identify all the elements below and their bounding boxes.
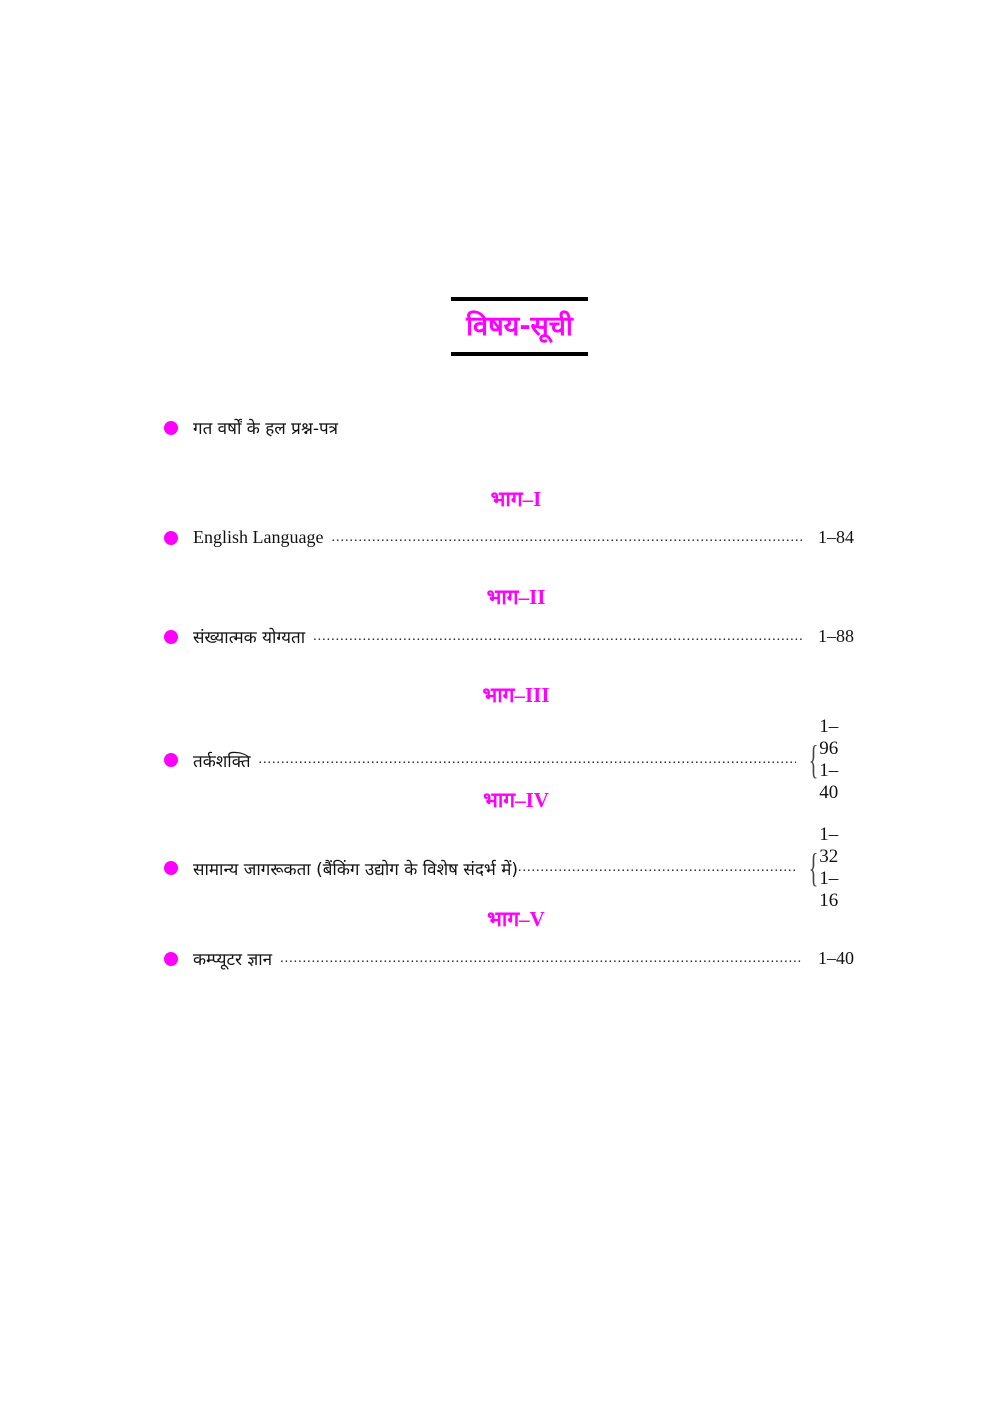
entry-label: संख्यात्मक योग्यता	[193, 628, 306, 648]
page-range: 1–16	[819, 868, 839, 911]
leader-dots	[331, 530, 802, 546]
page-title: विषय-सूची	[466, 311, 573, 342]
toc-entry[interactable]: सामान्य जागरूकता (बैंकिंग उद्योग के विशे…	[164, 824, 854, 912]
bullet-icon	[164, 530, 178, 545]
page-range: 1–32	[819, 824, 839, 867]
part-heading-2: भाग–II	[486, 585, 546, 609]
intro-item: गत वर्षों के हल प्रश्न-पत्र	[164, 416, 854, 439]
page-range: 1–40	[819, 760, 839, 803]
part-heading-4: भाग–IV	[483, 788, 549, 812]
entry-label: कम्प्यूटर ज्ञान	[193, 950, 273, 970]
page-range: 1–88	[818, 626, 854, 646]
leader-dots	[280, 951, 802, 967]
brace-icon: {	[808, 737, 819, 782]
entry-label: सामान्य जागरूकता (बैंकिंग उद्योग के विशे…	[193, 859, 519, 880]
entry-label: English Language	[193, 527, 324, 547]
entry-label: तर्कशक्ति	[193, 751, 251, 772]
part-heading-5: भाग–V	[487, 907, 545, 931]
page-range: 1–84	[818, 527, 854, 547]
leader-dots	[259, 752, 796, 768]
intro-label: गत वर्षों के हल प्रश्न-पत्र	[193, 419, 339, 439]
bullet-icon	[164, 861, 178, 875]
page-range: 1–40	[818, 948, 854, 968]
bullet-icon	[164, 420, 178, 435]
brace-icon: {	[808, 845, 819, 890]
bullet-icon	[164, 951, 178, 966]
part-heading-1: भाग–I	[490, 487, 542, 511]
toc-entry[interactable]: तर्कशक्ति { 1–96 1–40	[164, 716, 854, 804]
bullet-icon	[164, 753, 178, 767]
leader-dots	[518, 860, 796, 876]
toc-entry[interactable]: कम्प्यूटर ज्ञान 1–40	[164, 947, 854, 970]
leader-dots	[313, 629, 802, 645]
page-range: 1–96	[819, 716, 839, 759]
toc-entry[interactable]: English Language 1–84	[164, 527, 854, 548]
title-box: विषय-सूची	[451, 297, 588, 356]
bullet-icon	[164, 629, 178, 644]
toc-entry[interactable]: संख्यात्मक योग्यता 1–88	[164, 625, 854, 648]
part-heading-3: भाग–III	[482, 683, 550, 707]
